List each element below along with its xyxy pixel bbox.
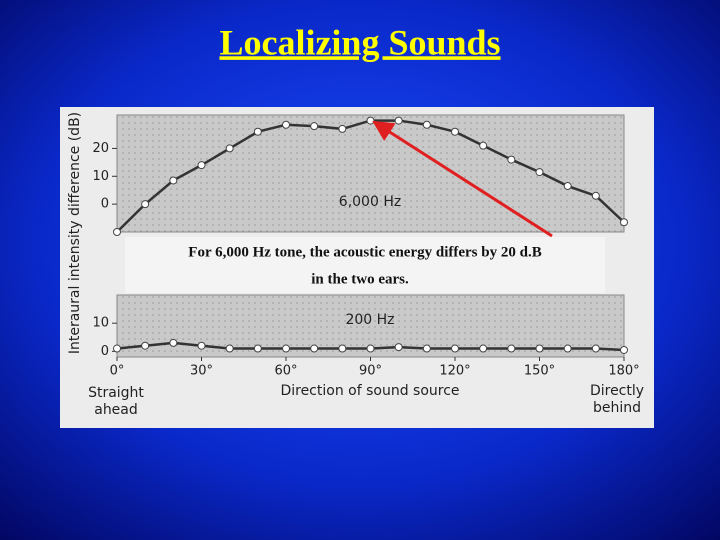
axis-note: Directly behind — [590, 383, 644, 416]
x-tick-label: 60° — [274, 364, 297, 379]
y-tick-label: 20 — [92, 141, 109, 156]
data-point — [253, 127, 262, 136]
annotation: For 6,000 Hz tone, the acoustic energy d… — [188, 244, 541, 260]
x-tick-label: 180° — [608, 364, 639, 379]
panel-label: 200 Hz — [345, 312, 394, 328]
data-point — [141, 341, 150, 350]
axis-note: Straight ahead — [88, 385, 144, 418]
y-tick-label: 10 — [92, 316, 109, 331]
data-point — [197, 341, 206, 350]
data-point — [620, 218, 628, 227]
y-axis-label: Interaural intensity difference (dB) — [67, 112, 83, 354]
x-tick-label: 90° — [359, 364, 382, 379]
y-tick-label: 0 — [101, 344, 109, 359]
data-point — [225, 144, 234, 153]
panel-label: 6,000 Hz — [339, 194, 401, 210]
data-point — [535, 168, 544, 177]
data-point — [394, 343, 403, 352]
data-point — [394, 116, 403, 125]
y-tick-label: 10 — [92, 169, 109, 184]
data-point — [479, 344, 488, 353]
data-point — [282, 344, 290, 353]
data-point — [310, 344, 319, 353]
x-tick-label: 150° — [524, 364, 555, 379]
data-point — [253, 344, 262, 353]
annotation: in the two ears. — [311, 271, 409, 287]
charts: 0 10 20 0 10 0° 30° 60° 90° 120° 150° 180° 6,000 Hz 2… — [67, 112, 644, 418]
x-tick-label: 0° — [110, 364, 125, 379]
data-point — [169, 338, 178, 347]
data-point — [366, 116, 375, 125]
arrow — [372, 120, 553, 238]
x-tick-label: 120° — [439, 364, 470, 379]
slide-title: Localizing Sounds — [219, 22, 500, 62]
data-point — [338, 344, 347, 353]
annotation-box — [125, 237, 605, 293]
data-point — [366, 344, 375, 353]
data-point — [282, 120, 290, 129]
data-point — [422, 120, 431, 129]
data-point — [563, 182, 572, 191]
data-point — [141, 200, 150, 209]
x-tick-label: 30° — [190, 364, 213, 379]
data-point — [338, 124, 347, 133]
x-axis-label: Direction of sound source — [280, 383, 459, 399]
data-point — [620, 345, 628, 354]
y-tick-label: 0 — [101, 197, 109, 212]
data-point — [563, 344, 572, 353]
data-point — [422, 344, 431, 353]
data-point — [169, 176, 178, 185]
data-point — [479, 141, 488, 150]
data-point — [591, 191, 600, 200]
data-point — [451, 344, 459, 353]
data-point — [507, 344, 516, 353]
plot-area — [116, 114, 625, 233]
data-point — [591, 344, 600, 353]
data-point — [197, 161, 206, 170]
data-point — [451, 127, 459, 136]
data-point — [113, 344, 121, 353]
data-point — [225, 344, 234, 353]
data-point — [310, 122, 319, 131]
data-point — [507, 155, 516, 164]
data-point — [535, 344, 544, 353]
data-point — [113, 228, 121, 236]
